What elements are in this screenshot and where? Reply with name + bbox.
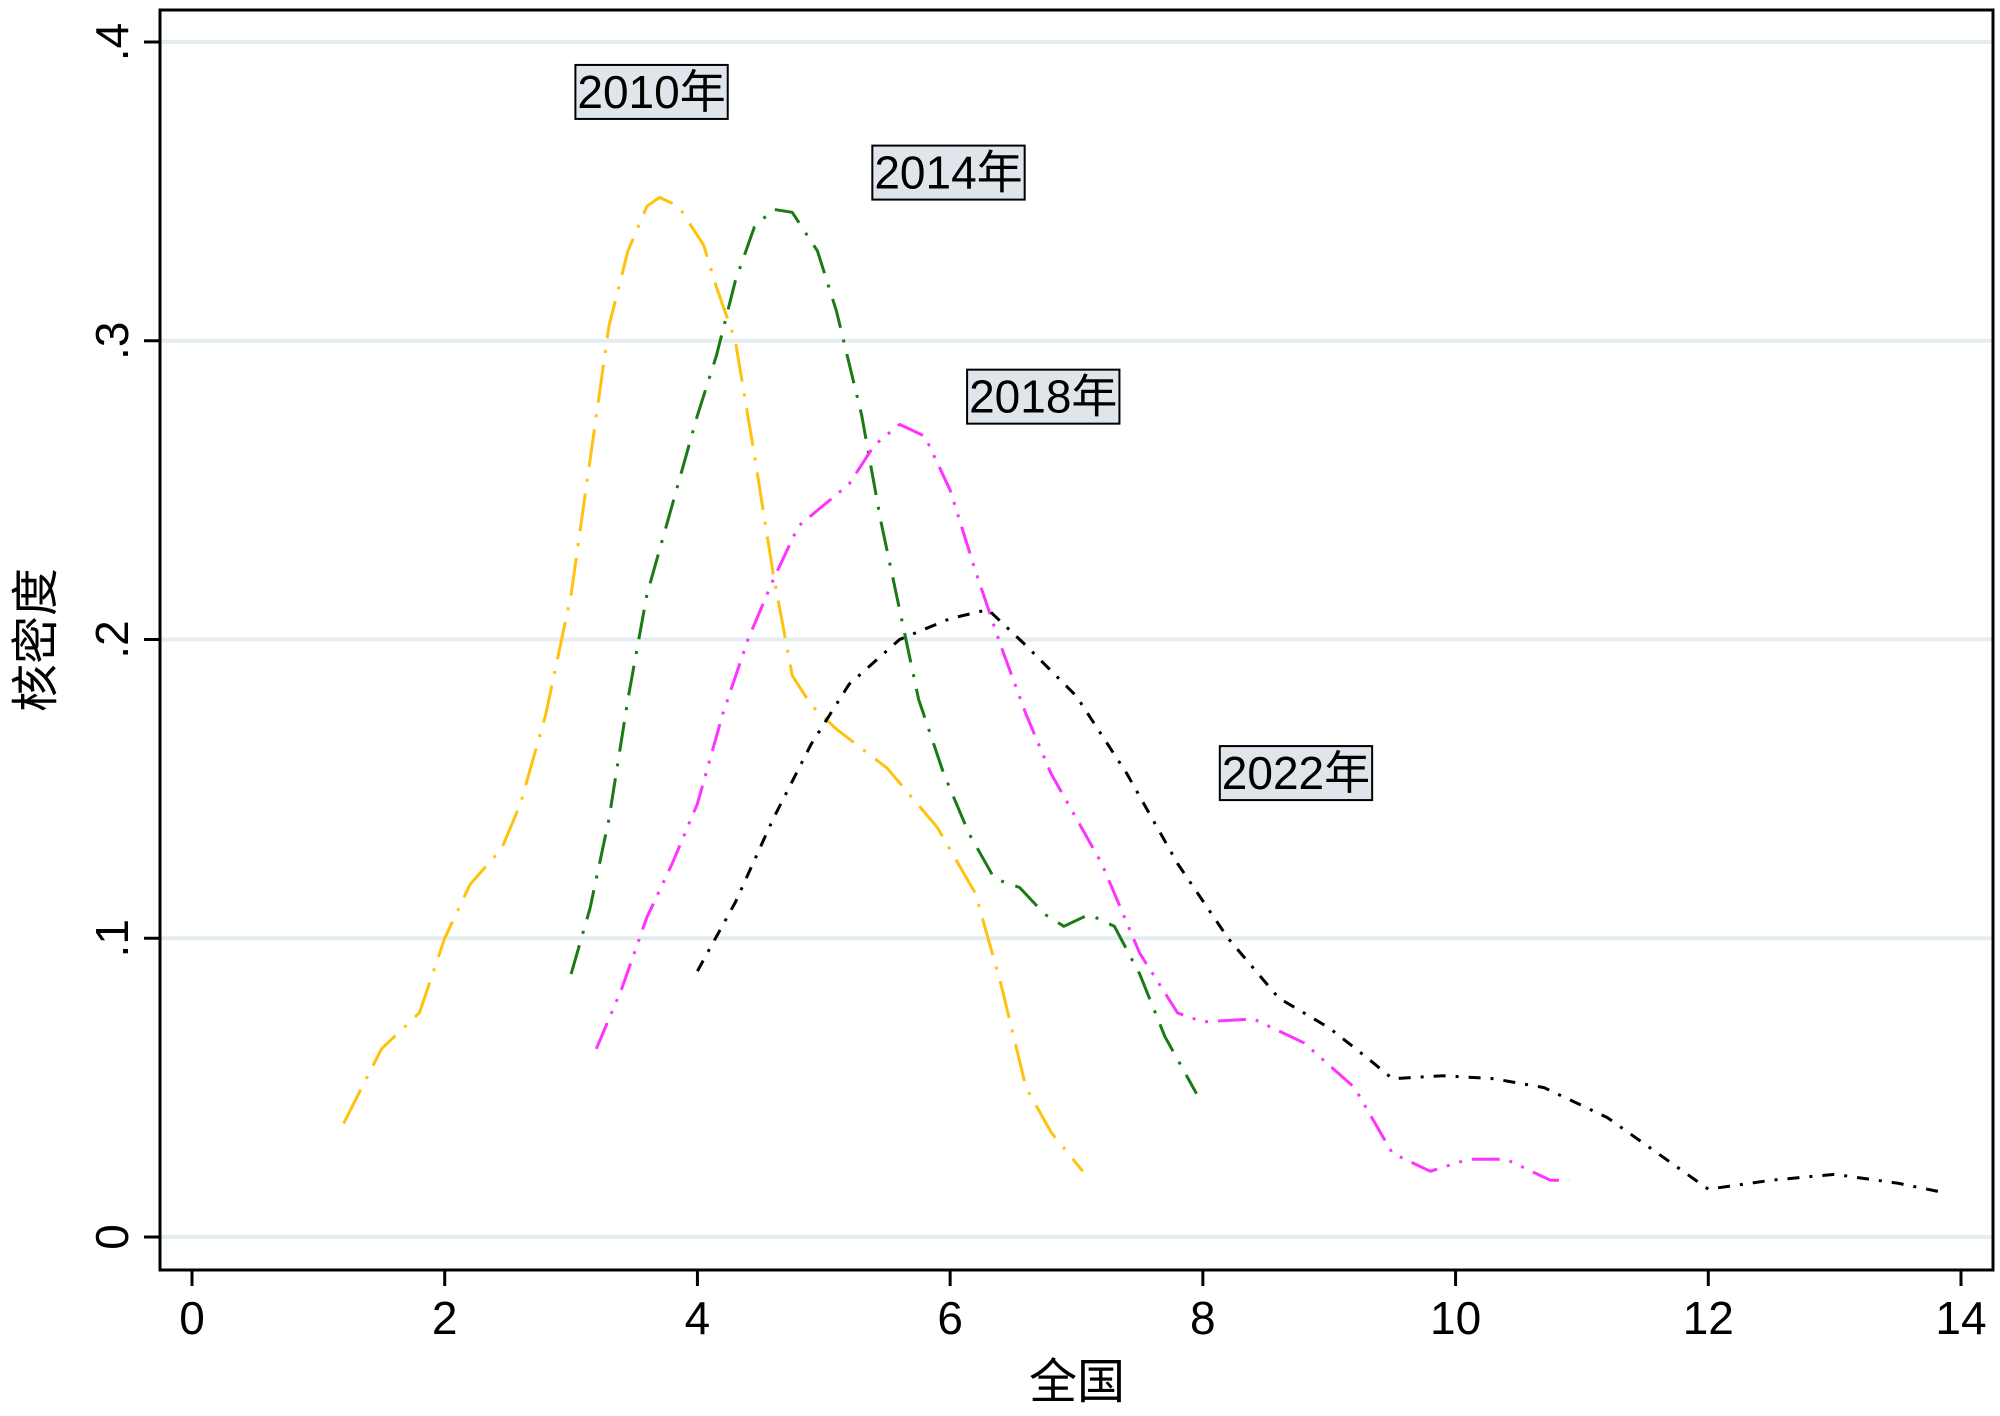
year-annotation: 2022年	[1218, 745, 1374, 802]
year-annotation: 2018年	[966, 368, 1121, 425]
x-tick-label: 10	[1430, 1292, 1481, 1344]
density-curve-2014年	[569, 207, 1198, 1095]
x-tick-label: 4	[685, 1292, 711, 1344]
annotation-label: 2022年	[1222, 747, 1370, 799]
x-axis-title: 全国	[1029, 1354, 1125, 1410]
density-curve-2010年	[342, 195, 1084, 1173]
annotation-box	[1218, 745, 1374, 802]
annotation-label: 2014年	[874, 147, 1022, 199]
year-annotations: 2010年 2014年 2018年 2022年	[574, 63, 1374, 802]
annotation-label: 2010年	[577, 66, 725, 118]
density-curves	[342, 195, 1943, 1194]
annotation-label: 2018年	[969, 371, 1117, 423]
y-tick-label: .1	[86, 919, 138, 957]
y-tick-label: 0	[86, 1224, 138, 1250]
x-axis: 0 2 4 6 8 10 12 14	[179, 1270, 1987, 1344]
y-tick-label: .3	[86, 322, 138, 360]
x-tick-label: 8	[1190, 1292, 1216, 1344]
x-tick-label: 0	[179, 1292, 205, 1344]
x-tick-label: 2	[432, 1292, 458, 1344]
year-annotation: 2014年	[871, 144, 1026, 201]
annotation-box	[574, 63, 729, 120]
annotation-box	[871, 144, 1026, 201]
x-tick-label: 6	[937, 1292, 963, 1344]
annotation-box	[966, 368, 1121, 425]
density-curve-2018年	[594, 422, 1570, 1182]
y-gridlines	[160, 40, 1993, 1239]
x-tick-label: 12	[1683, 1292, 1734, 1344]
y-tick-label: .4	[86, 23, 138, 61]
density-curve-2022年	[696, 608, 1943, 1194]
x-tick-label: 14	[1935, 1292, 1986, 1344]
year-annotation: 2010年	[574, 63, 729, 120]
y-tick-label: .2	[86, 620, 138, 658]
y-axis: 0 .1 .2 .3 .4	[86, 23, 160, 1250]
y-axis-title: 核密度	[8, 568, 64, 712]
